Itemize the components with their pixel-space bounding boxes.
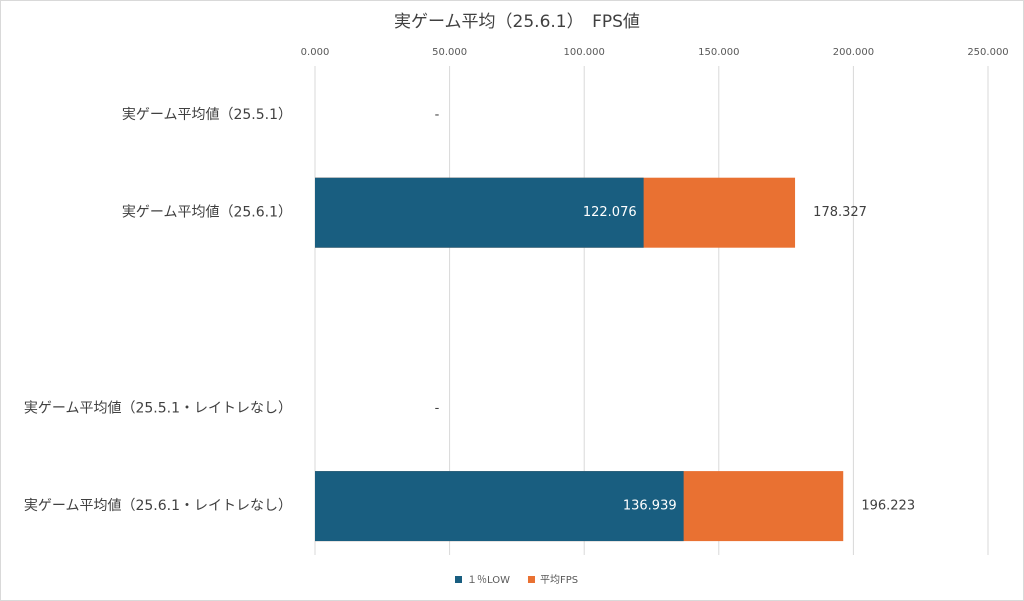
x-tick-label: 0.000 [301, 47, 330, 58]
bar [315, 471, 684, 542]
value-label: 122.076 [583, 205, 637, 220]
value-label: - [435, 401, 440, 416]
legend-swatch [527, 576, 535, 583]
chart-title: 実ゲーム平均（25.6.1） FPS値 [394, 12, 640, 32]
x-tick-label: 250.000 [967, 47, 1008, 58]
value-label: - [435, 107, 440, 122]
value-label: 136.939 [623, 499, 677, 514]
value-label: 196.223 [861, 499, 915, 514]
bar [315, 177, 644, 248]
y-tick-label: 実ゲーム平均値（25.5.1・レイトレなし） [24, 400, 292, 416]
x-tick-label: 100.000 [564, 47, 605, 58]
legend-label: １％LOW [467, 575, 510, 586]
legend-swatch [455, 576, 462, 583]
x-tick-label: 200.000 [833, 47, 874, 58]
legend-label: 平均FPS [540, 574, 578, 586]
x-tick-label: 50.000 [432, 47, 467, 58]
y-tick-label: 実ゲーム平均値（25.6.1・レイトレなし） [24, 498, 292, 514]
y-tick-label: 実ゲーム平均値（25.6.1） [122, 205, 292, 221]
x-tick-label: 150.000 [698, 47, 739, 58]
y-tick-label: 実ゲーム平均値（25.5.1） [122, 107, 292, 123]
value-label: 178.327 [813, 205, 867, 220]
